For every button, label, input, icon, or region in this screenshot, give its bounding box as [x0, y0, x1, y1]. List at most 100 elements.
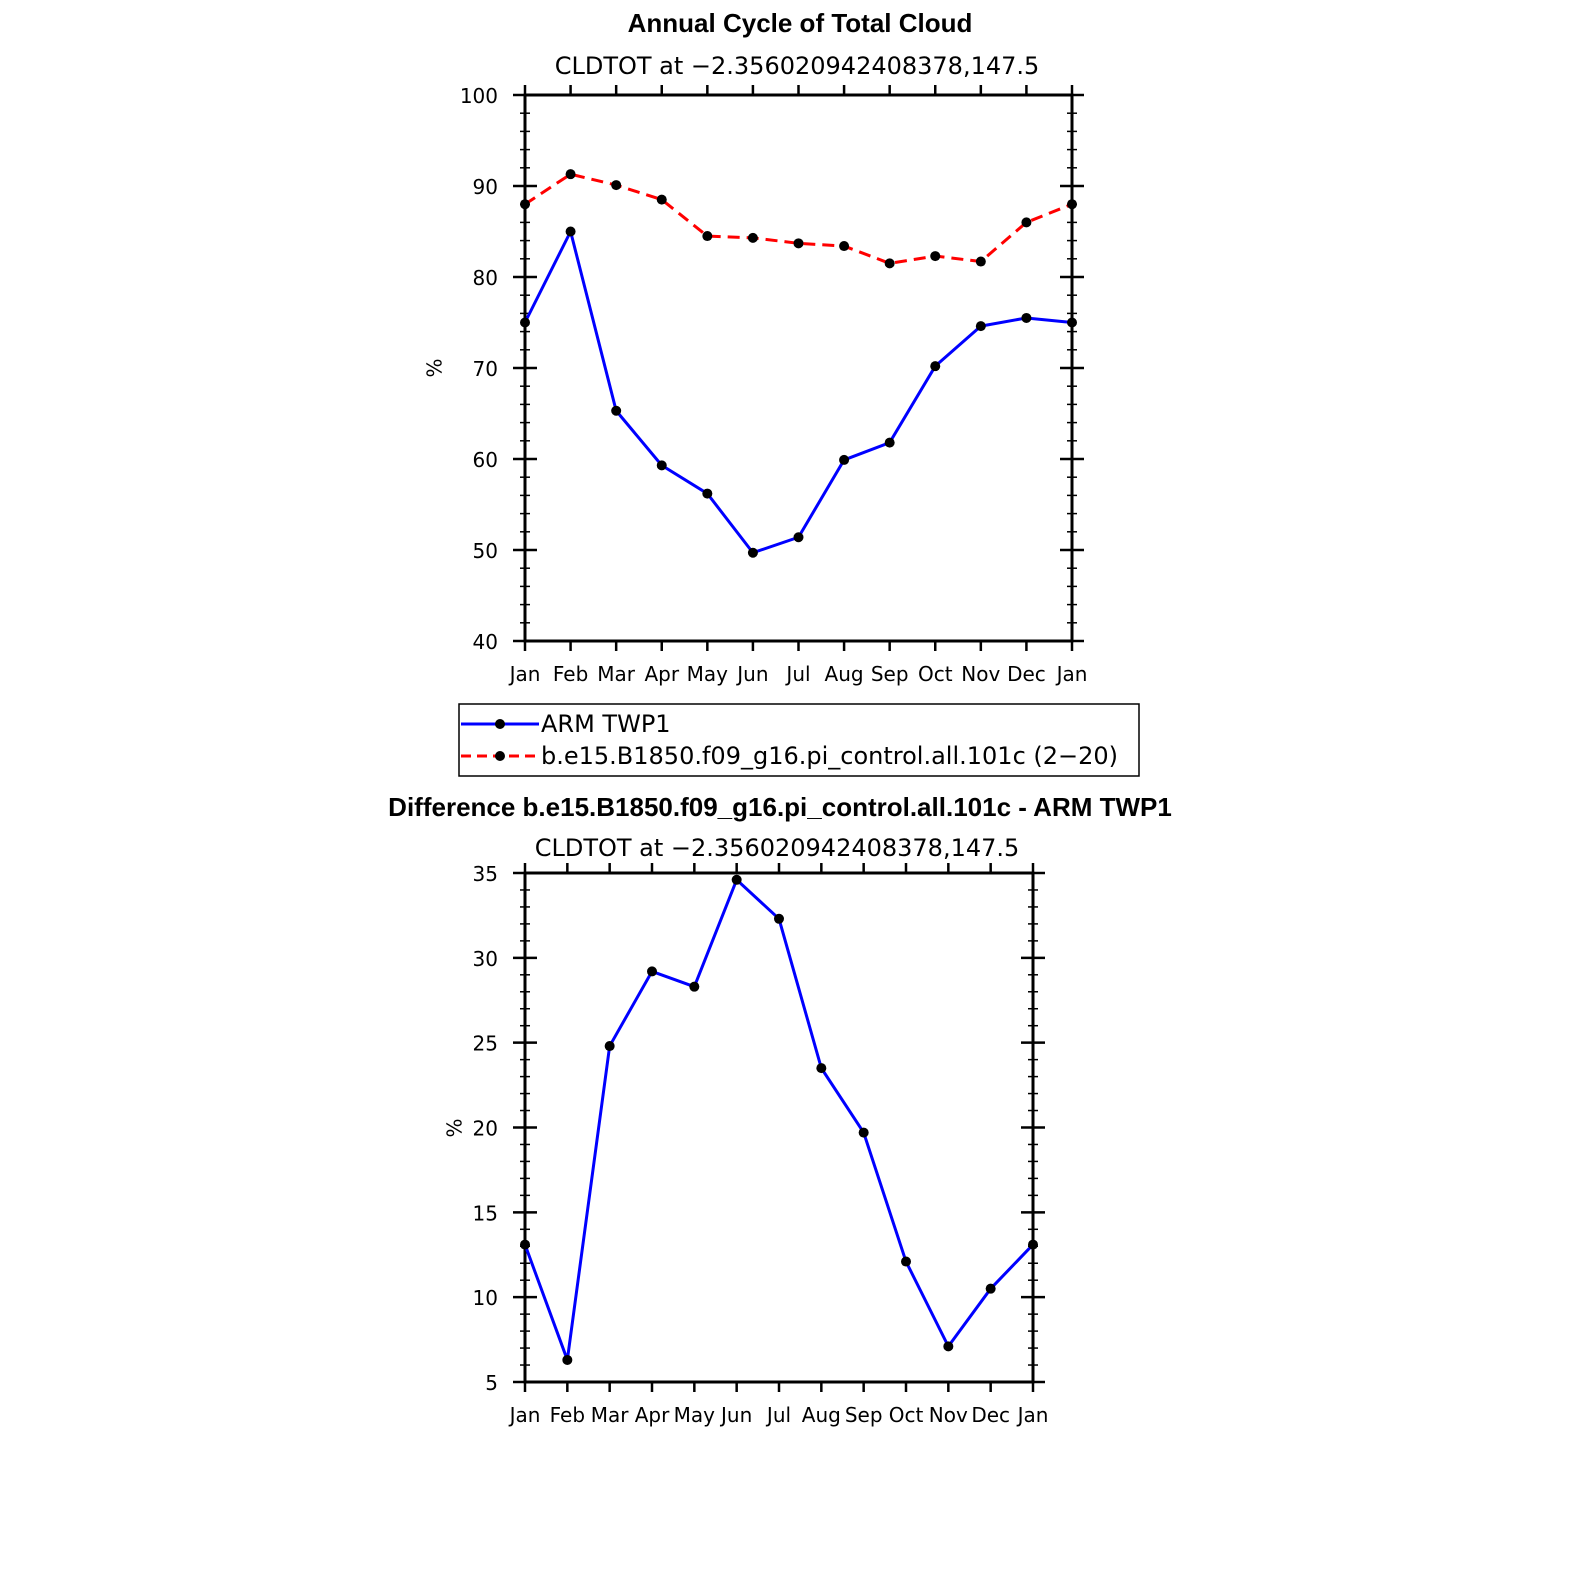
data-point-0	[656, 460, 667, 471]
x-tick-label: Jan	[508, 662, 541, 686]
y-axis-label: %	[423, 358, 447, 377]
data-point-1	[611, 180, 622, 191]
data-point-1	[1067, 199, 1077, 210]
data-point-0	[562, 1354, 573, 1365]
x-tick-label: Dec	[971, 1403, 1010, 1427]
x-tick-label: Aug	[802, 1403, 841, 1427]
series-line-0	[523, 878, 1035, 1362]
x-tick-label: Dec	[1007, 662, 1046, 686]
data-point-0	[793, 532, 804, 543]
data-point-0	[839, 454, 850, 465]
legend: ARM TWP1 b.e15.B1850.f09_g16.pi_control.…	[458, 703, 1140, 777]
data-point-0	[565, 226, 576, 237]
y-tick-label: 35	[473, 862, 498, 886]
x-tick-label: Jan	[1016, 1403, 1049, 1427]
chart-subtitle: CLDTOT at −2.356020942408378,147.5	[535, 834, 1020, 862]
data-point-0	[604, 1041, 615, 1052]
x-tick-label: Jul	[784, 662, 810, 686]
x-tick-label: Apr	[635, 1403, 670, 1427]
x-tick-label: Nov	[929, 1403, 968, 1427]
data-point-1	[839, 241, 850, 252]
plot-frame	[523, 871, 1035, 1384]
y-tick-label: 90	[473, 175, 498, 199]
x-tick-label: Jan	[508, 1403, 541, 1427]
chart-title: Annual Cycle of Total Cloud	[628, 8, 973, 38]
legend-box	[458, 703, 1140, 777]
x-tick-label: Mar	[591, 1403, 630, 1427]
x-tick-label: Oct	[889, 1403, 924, 1427]
x-tick-label: Jul	[765, 1403, 791, 1427]
data-point-0	[975, 321, 986, 332]
data-point-1	[930, 251, 941, 262]
difference-chart: Difference b.e15.B1850.f09_g16.pi_contro…	[388, 792, 1172, 1427]
difference-plot: Jan Feb Mar Apr May Jun Jul Aug Sep Oct Nov Dec Jan5…	[473, 862, 1049, 1427]
data-point-1	[1021, 217, 1032, 228]
data-point-0	[1067, 317, 1077, 328]
y-tick-label: 20	[473, 1117, 498, 1141]
data-point-0	[930, 361, 941, 372]
annual-cycle-chart: Annual Cycle of Total Cloud CLDTOT at −2…	[423, 8, 1088, 686]
data-point-1	[793, 238, 804, 249]
x-tick-label: Oct	[918, 662, 953, 686]
data-point-1	[656, 194, 667, 205]
data-point-0	[647, 966, 657, 977]
y-tick-label: 80	[473, 266, 498, 290]
x-tick-label: Mar	[597, 662, 636, 686]
data-point-0	[689, 981, 700, 992]
y-tick-label: 10	[473, 1286, 498, 1310]
data-point-1	[565, 169, 576, 180]
y-tick-label: 25	[473, 1032, 498, 1056]
x-tick-label: Jun	[735, 662, 768, 686]
y-tick-label: 15	[473, 1201, 498, 1225]
y-tick-label: 5	[485, 1371, 498, 1395]
annual-cycle-plot: Jan Feb Mar Apr May Jun Jul Aug Sep Oct Nov Dec Jan 4…	[460, 84, 1088, 686]
x-tick-label: Jun	[719, 1403, 752, 1427]
data-point-0	[611, 405, 622, 416]
legend-label-arm: ARM TWP1	[541, 710, 671, 738]
x-tick-label: Sep	[845, 1403, 883, 1427]
data-point-0	[520, 317, 530, 328]
series-line-0	[523, 230, 1073, 555]
x-tick-label: Feb	[550, 1403, 585, 1427]
data-point-1	[975, 256, 986, 267]
data-point-0	[884, 437, 895, 448]
x-tick-label: Sep	[871, 662, 909, 686]
y-tick-label: 100	[460, 84, 498, 108]
data-point-1	[520, 199, 530, 210]
plot-frame	[523, 93, 1074, 643]
data-point-0	[520, 1239, 530, 1250]
y-axis-label: %	[443, 1118, 467, 1137]
y-tick-label: 40	[473, 630, 498, 654]
y-tick-label: 60	[473, 448, 498, 472]
data-point-1	[884, 258, 895, 269]
x-tick-label: Feb	[553, 662, 588, 686]
x-tick-label: May	[674, 1403, 716, 1427]
x-tick-label: Aug	[825, 662, 864, 686]
y-tick-label: 50	[473, 539, 498, 563]
chart-subtitle: CLDTOT at −2.356020942408378,147.5	[555, 52, 1040, 80]
series-line-1	[524, 172, 1073, 265]
y-tick-label: 70	[473, 357, 498, 381]
data-point-0	[1028, 1239, 1038, 1250]
data-point-0	[702, 488, 713, 499]
data-point-1	[747, 232, 758, 243]
x-tick-label: Apr	[644, 662, 679, 686]
legend-marker-arm	[495, 719, 505, 729]
data-point-0	[901, 1256, 911, 1267]
data-point-0	[731, 874, 742, 885]
data-point-0	[816, 1063, 827, 1074]
chart-title: Difference b.e15.B1850.f09_g16.pi_contro…	[388, 792, 1172, 822]
legend-marker-model	[495, 751, 505, 761]
data-point-0	[858, 1127, 869, 1138]
data-point-0	[943, 1341, 954, 1352]
x-tick-label: May	[687, 662, 729, 686]
data-point-0	[985, 1283, 996, 1294]
data-point-0	[1021, 312, 1032, 323]
x-tick-label: Jan	[1055, 662, 1088, 686]
legend-label-model: b.e15.B1850.f09_g16.pi_control.all.101c …	[541, 742, 1118, 770]
data-point-0	[747, 547, 758, 558]
x-tick-label: Nov	[961, 662, 1000, 686]
y-tick-label: 30	[473, 947, 498, 971]
data-point-0	[774, 913, 784, 924]
